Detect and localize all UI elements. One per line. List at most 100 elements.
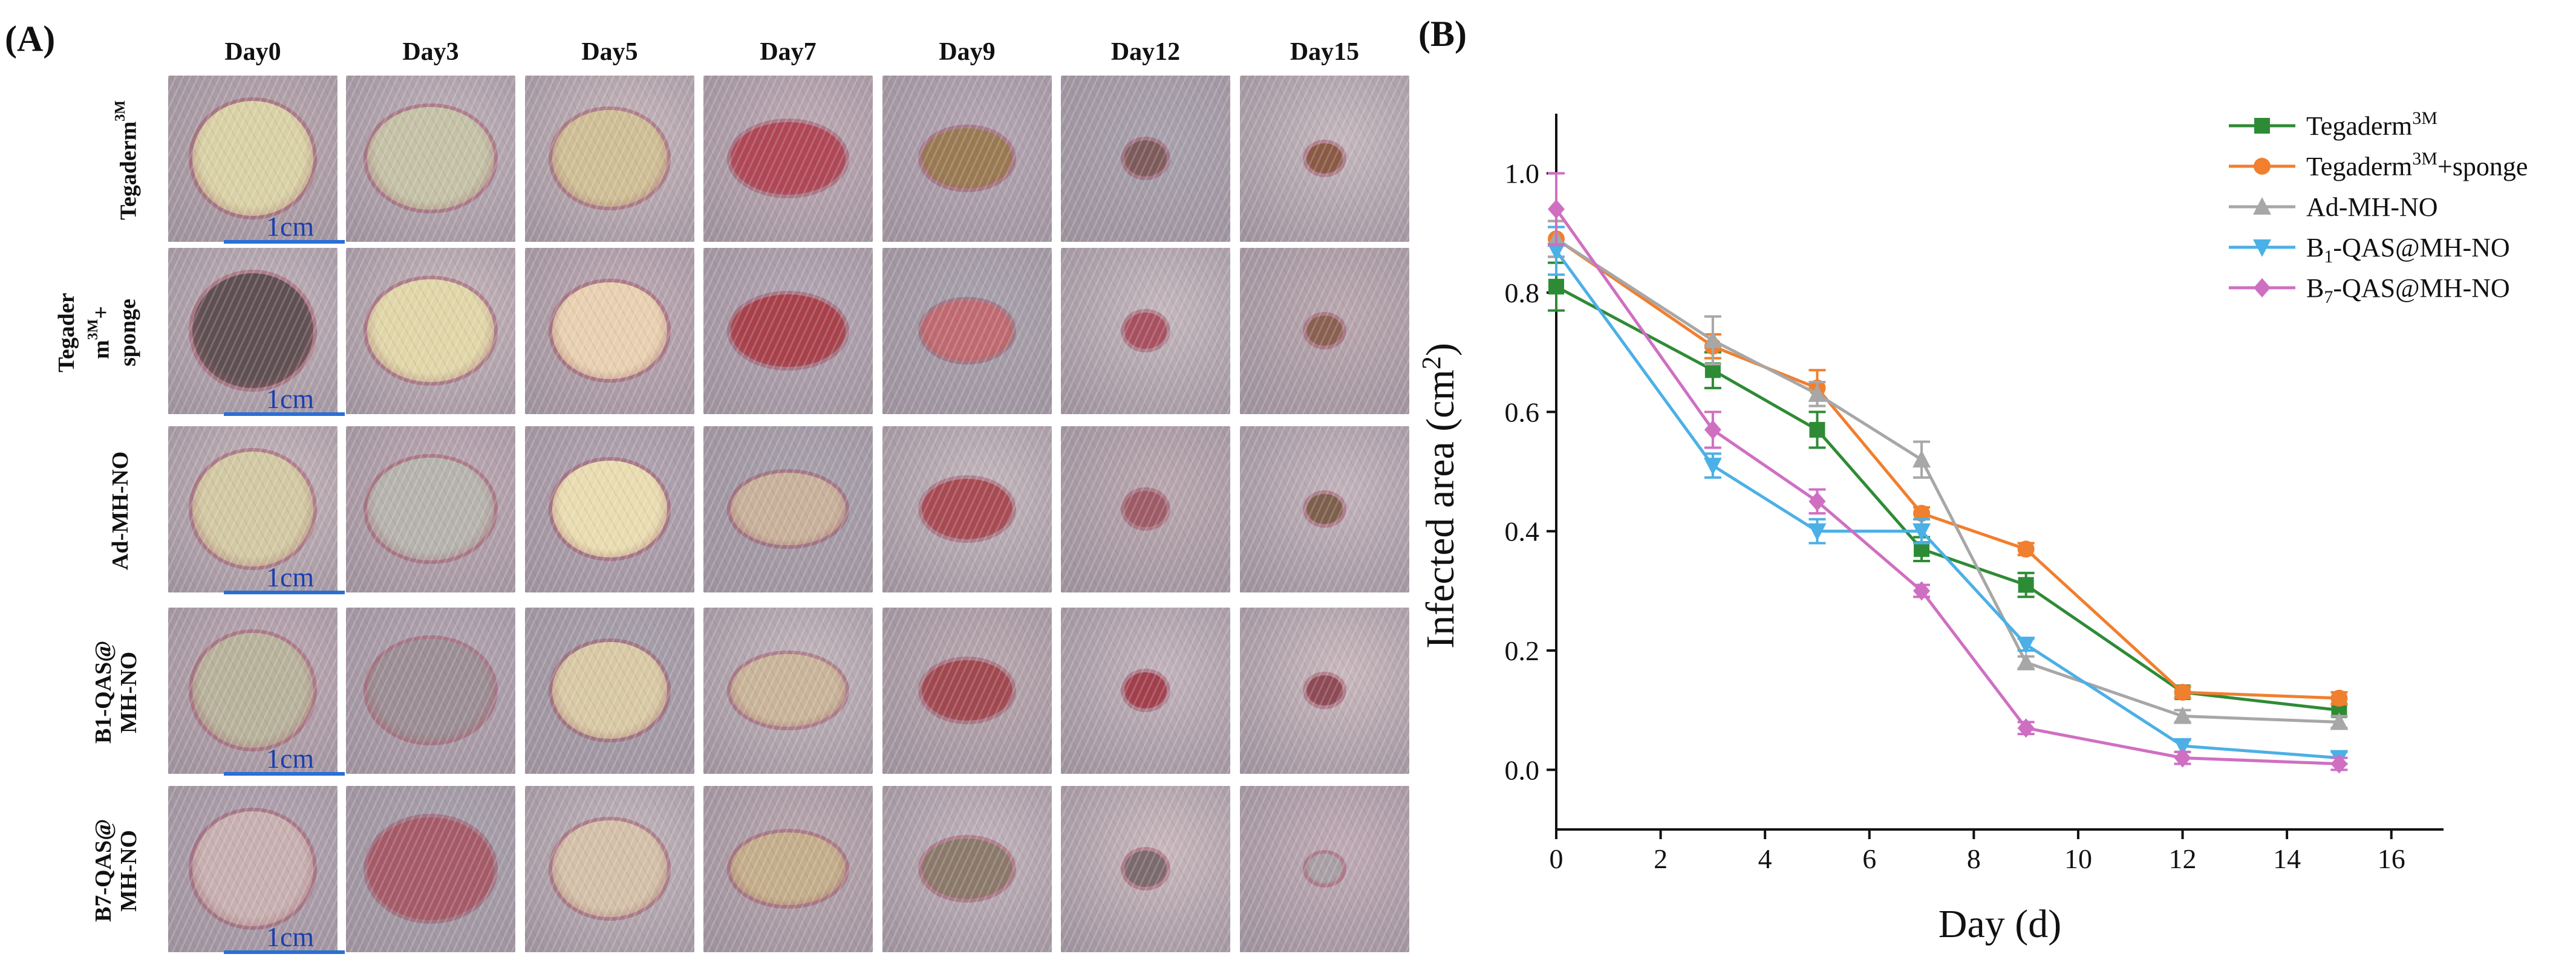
data-point: [1808, 523, 1827, 541]
wound-area: [922, 660, 1012, 721]
infected-area-line-chart: 0 2 4 6 8 10 12 14 160.00.20.40.60.81.0 Tegaderm…: [1417, 108, 2528, 946]
fur-texture: [882, 248, 1052, 414]
series-4: [1548, 172, 2348, 774]
chart-axes: 0 2 4 6 8 10 12 14 16 0.0 0.2 0.4 0.6 0.8 1.0: [1505, 114, 2444, 874]
row-label-text: +: [88, 306, 114, 319]
series-2: [1547, 219, 2349, 730]
y-tick-label: 0.4: [1505, 516, 1540, 547]
fur-texture: [346, 426, 515, 592]
wound-photo-r2-c1: [346, 426, 515, 592]
legend-label-part: +sponge: [2437, 152, 2528, 181]
y-axis-title: Infected area (cm2): [1417, 343, 1462, 649]
fur-texture: [1061, 426, 1230, 592]
wound-photo-r3-c4: [882, 608, 1052, 774]
wound-area: [192, 452, 313, 566]
y-tick-label: 0.8: [1505, 277, 1540, 308]
series-3: [1547, 226, 2349, 768]
wound-area: [367, 279, 494, 382]
legend-item-0: Tegaderm3M: [2229, 108, 2437, 141]
wound-area: [192, 101, 313, 216]
data-point: [1913, 581, 1931, 601]
wound-area: [367, 107, 494, 210]
fur-texture: [168, 426, 337, 592]
scale-bar-label: 1cm: [266, 921, 315, 952]
data-point: [2330, 712, 2349, 730]
wound-area: [731, 654, 846, 727]
wound-area: [192, 633, 313, 748]
row-label-4: B7-QAS@ MH-NO: [91, 819, 142, 923]
series-line: [1554, 250, 2340, 760]
wound-photo-r0-c4: [882, 76, 1052, 242]
data-point: [2017, 637, 2035, 655]
fur-texture: [703, 608, 873, 774]
fur-texture: [1240, 426, 1409, 592]
legend-label: B1-QAS@MH-NO: [2306, 233, 2510, 267]
y-tick-label: 0.6: [1505, 397, 1540, 427]
legend-label-part: Ad-MH-NO: [2306, 192, 2438, 222]
day-header-4: Day9: [939, 38, 996, 66]
legend-item-3: B1-QAS@MH-NO: [2229, 233, 2510, 267]
data-point: [1704, 420, 1721, 440]
data-point: [1703, 458, 1722, 476]
wound-area: [367, 458, 494, 560]
legend-label-part: -QAS@MH-NO: [2333, 273, 2509, 303]
row-label-sup: 3M: [85, 319, 101, 340]
row-label-text: Tegaderm: [116, 121, 142, 220]
fur-texture: [168, 76, 337, 242]
fur-texture: [346, 76, 515, 242]
wound-photo-r1-c1: [346, 248, 515, 414]
wound-photo-r4-c3: [703, 786, 873, 952]
row-label-3: B1-QAS@ MH-NO: [91, 640, 142, 744]
wound-photo-r1-c5: [1061, 248, 1230, 414]
chart-legend: Tegaderm3MTegaderm3M+spongeAd-MH-NOB1-QA…: [2229, 108, 2528, 307]
y-axis-title-text: Infected area (cm: [1418, 369, 1462, 649]
fur-texture: [703, 426, 873, 592]
wound-photo-r4-c1: [346, 786, 515, 952]
x-tick-label: 6: [1862, 843, 1876, 874]
x-axis-title: Day (d): [1939, 902, 2061, 946]
wound-photo-r0-c0: [168, 76, 337, 242]
wound-photo-r3-c0: [168, 608, 337, 774]
data-point: [2330, 754, 2348, 774]
fur-texture: [703, 248, 873, 414]
x-tick-label: 12: [2169, 843, 2197, 874]
wound-photo-r2-c2: [525, 426, 694, 592]
wound-photo-r3-c1: [346, 608, 515, 774]
y-axis-title-sup: 2: [1417, 356, 1446, 369]
wound-area: [922, 128, 1012, 189]
wound-photo-r2-c6: [1240, 426, 1409, 592]
wound-area: [1306, 316, 1343, 346]
legend-marker: [2253, 197, 2271, 215]
wound-area: [192, 273, 313, 388]
wound-area: [367, 817, 494, 920]
y-tick-label: 0.2: [1505, 635, 1540, 666]
fur-texture: [525, 248, 694, 414]
wound-photo-r3-c5: [1061, 608, 1230, 774]
row-label-text: m: [88, 340, 114, 359]
day-header-1: Day3: [402, 38, 459, 66]
data-point: [2330, 689, 2348, 707]
data-point: [1548, 199, 1565, 219]
legend-label-part: 3M: [2412, 149, 2437, 169]
data-point: [1809, 421, 1825, 438]
wound-photo-r4-c4: [882, 786, 1052, 952]
fur-texture: [525, 608, 694, 774]
legend-marker: [2253, 239, 2271, 257]
wound-area: [1124, 851, 1167, 887]
fur-texture: [882, 76, 1052, 242]
fur-texture: [525, 76, 694, 242]
fur-texture: [168, 248, 337, 414]
legend-label-part: Tegaderm: [2306, 111, 2412, 141]
day-header-3: Day7: [760, 38, 817, 66]
x-tick-label: 10: [2064, 843, 2092, 874]
fur-texture: [168, 608, 337, 774]
legend-label: Tegaderm3M+sponge: [2306, 149, 2528, 181]
series-layer: [1547, 172, 2349, 774]
wound-photo-r4-c6: [1240, 786, 1409, 952]
y-tick-label: 1.0: [1505, 158, 1540, 189]
fur-texture: [1061, 248, 1230, 414]
series-0: [1548, 261, 2348, 718]
row-label-text: sponge: [115, 299, 141, 366]
legend-label: Ad-MH-NO: [2306, 192, 2438, 222]
wound-area: [922, 479, 1012, 539]
